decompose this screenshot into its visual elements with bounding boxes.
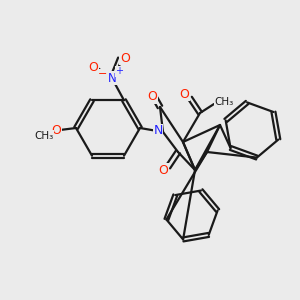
Text: N: N: [108, 72, 116, 85]
Text: O: O: [158, 164, 168, 176]
Text: N: N: [153, 124, 163, 137]
Text: O: O: [179, 88, 189, 100]
Text: +: +: [115, 66, 123, 76]
Text: CH₃: CH₃: [214, 97, 234, 107]
Text: O: O: [51, 124, 61, 136]
Text: CH₃: CH₃: [34, 131, 54, 141]
Text: O: O: [88, 61, 98, 74]
Text: O: O: [120, 52, 130, 65]
Text: −: −: [98, 69, 108, 79]
Text: O: O: [147, 91, 157, 103]
